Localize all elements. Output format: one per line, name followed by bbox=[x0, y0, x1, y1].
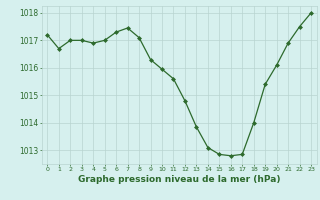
X-axis label: Graphe pression niveau de la mer (hPa): Graphe pression niveau de la mer (hPa) bbox=[78, 175, 280, 184]
